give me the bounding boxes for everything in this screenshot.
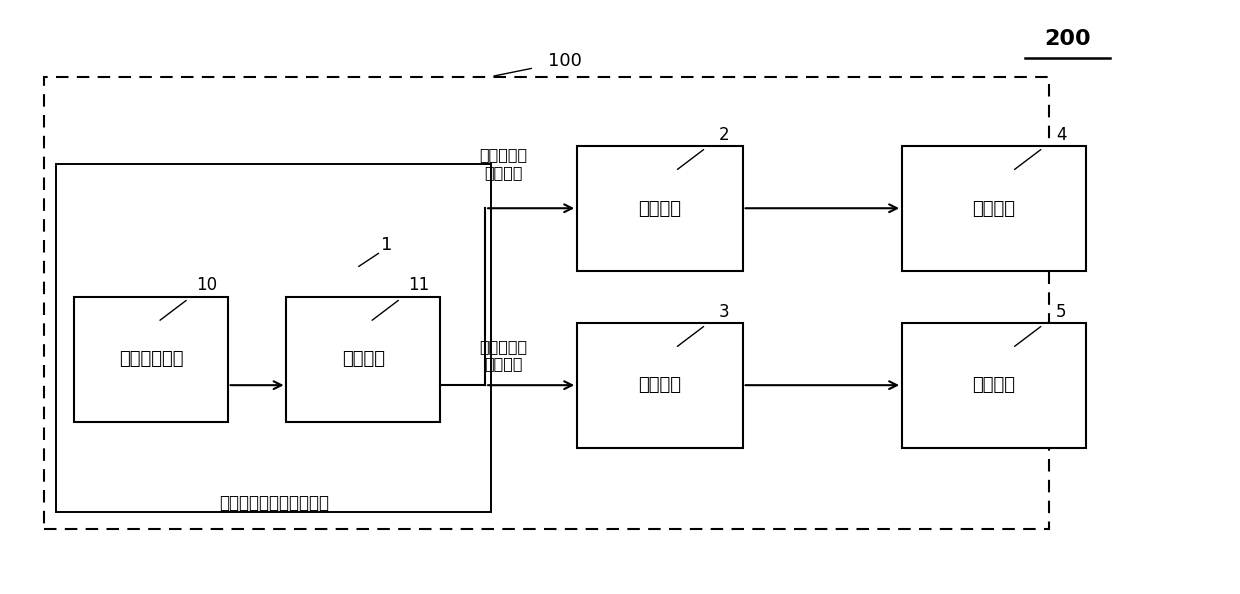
Text: 100: 100	[548, 52, 582, 71]
Text: 毫米波频率源: 毫米波频率源	[119, 350, 184, 368]
Text: 11: 11	[408, 276, 429, 295]
Bar	[286, 297, 440, 422]
Text: 5: 5	[1056, 302, 1066, 321]
Bar	[901, 146, 1086, 271]
Text: 3: 3	[719, 302, 729, 321]
Text: 2: 2	[719, 125, 729, 144]
Text: 10: 10	[196, 276, 217, 295]
Text: 发射天线: 发射天线	[972, 200, 1016, 217]
Text: 发射模块: 发射模块	[639, 200, 681, 217]
Text: 接收天线: 接收天线	[972, 377, 1016, 394]
Text: 4: 4	[1056, 125, 1066, 144]
Text: 200: 200	[1044, 29, 1091, 49]
Bar	[74, 297, 228, 422]
Bar	[577, 323, 743, 448]
Text: 毫米波本振信号产生模块: 毫米波本振信号产生模块	[219, 494, 330, 512]
Bar	[56, 163, 491, 511]
Bar	[901, 323, 1086, 448]
Bar	[43, 77, 1049, 529]
Text: 延时单元: 延时单元	[342, 350, 384, 368]
Text: 第二毫米波
本振信号: 第二毫米波 本振信号	[480, 339, 527, 371]
Bar	[577, 146, 743, 271]
Text: 接收模块: 接收模块	[639, 377, 681, 394]
Text: 1: 1	[382, 236, 393, 254]
Text: 第一毫米波
本振信号: 第一毫米波 本振信号	[480, 147, 527, 180]
